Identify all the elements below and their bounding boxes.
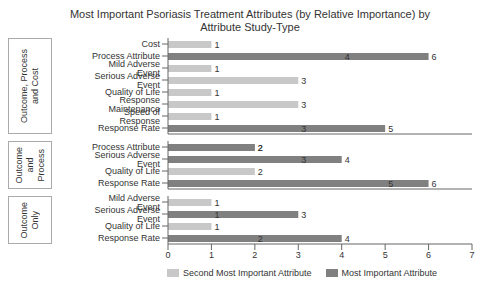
svg-text:4: 4 [345, 234, 350, 244]
svg-text:5: 5 [388, 124, 393, 134]
svg-text:1: 1 [209, 250, 214, 260]
svg-text:7: 7 [469, 250, 474, 260]
svg-text:1: 1 [214, 64, 219, 74]
svg-text:2: 2 [258, 167, 263, 177]
svg-text:1: 1 [214, 198, 219, 208]
svg-text:2: 2 [252, 250, 257, 260]
svg-text:Response Rate: Response Rate [98, 123, 160, 133]
svg-text:3: 3 [301, 76, 306, 86]
svg-text:5: 5 [388, 179, 393, 189]
svg-text:Response Rate: Response Rate [98, 233, 160, 243]
svg-text:3: 3 [301, 100, 306, 110]
svg-text:2: 2 [258, 143, 263, 153]
svg-text:3: 3 [296, 250, 301, 260]
svg-text:1: 1 [214, 222, 219, 232]
svg-text:Cost: Cost [141, 39, 160, 49]
svg-text:Quality of Life: Quality of Life [105, 166, 160, 176]
svg-text:2: 2 [258, 143, 263, 153]
svg-text:1: 1 [214, 40, 219, 50]
svg-text:Quality of Life: Quality of Life [105, 221, 160, 231]
svg-text:6: 6 [426, 250, 431, 260]
svg-text:4: 4 [345, 52, 350, 62]
svg-text:5: 5 [383, 250, 388, 260]
svg-text:3: 3 [301, 155, 306, 165]
svg-text:1: 1 [214, 210, 219, 220]
svg-text:3: 3 [301, 210, 306, 220]
svg-text:2: 2 [258, 234, 263, 244]
svg-text:3: 3 [301, 124, 306, 134]
svg-text:1: 1 [214, 88, 219, 98]
svg-text:0: 0 [165, 250, 170, 260]
svg-text:1: 1 [214, 112, 219, 122]
svg-text:4: 4 [345, 155, 350, 165]
svg-text:4: 4 [339, 250, 344, 260]
svg-text:6: 6 [432, 52, 437, 62]
svg-text:6: 6 [432, 179, 437, 189]
svg-text:Response Rate: Response Rate [98, 178, 160, 188]
